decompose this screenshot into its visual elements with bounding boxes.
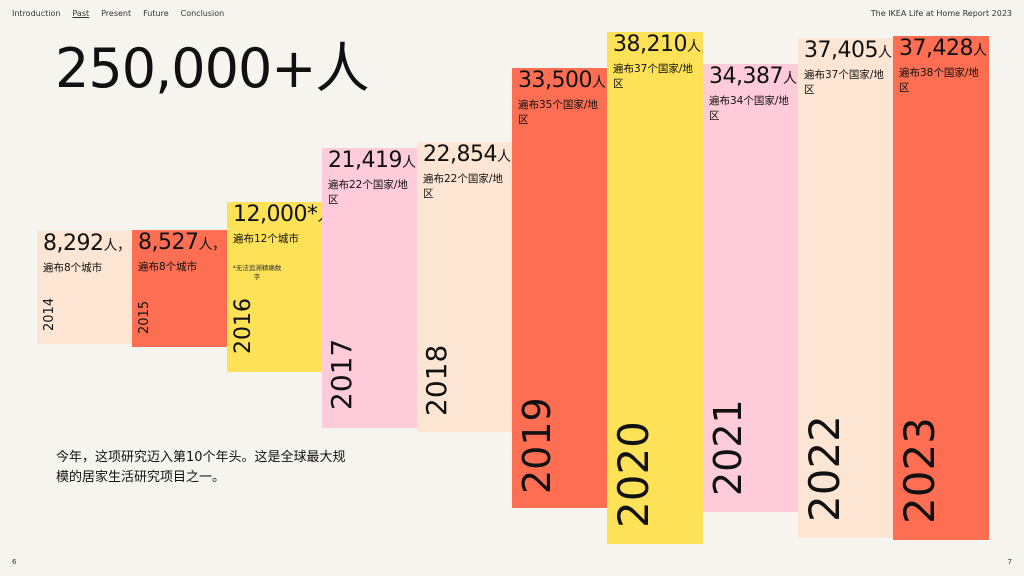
footnote: *无法追溯精确数字	[232, 264, 282, 281]
coverage-description: 遍布8个城市	[43, 262, 103, 274]
nav-conclusion[interactable]: Conclusion	[180, 9, 225, 18]
participant-count: 37,405人，	[804, 40, 893, 62]
count-number: 33,500	[518, 68, 592, 93]
coverage-description: 遍布34个国家/地区	[709, 95, 789, 122]
count-unit: 人，	[591, 75, 607, 91]
caption: 今年，这项研究迈入第10个年头。这是全球最大规模的居家生活研究项目之一。	[56, 450, 346, 485]
year-column-2022: 37,405人， 遍布37个国家/地区 2022	[798, 38, 893, 538]
year-label: 2022	[800, 415, 849, 522]
year-label: 2017	[325, 338, 358, 410]
count-unit: 人，	[317, 209, 322, 225]
participant-count: 21,419人，	[328, 150, 417, 172]
count-unit: 人，	[686, 39, 703, 55]
year-column-2015: 8,527人， 遍布8个城市 2015	[132, 230, 227, 347]
participant-count: 8,527人，	[138, 230, 226, 255]
year-label: 2020	[609, 421, 658, 528]
count-unit: 人，	[401, 155, 417, 171]
year-label: 2021	[706, 399, 750, 496]
nav-future[interactable]: Future	[143, 9, 169, 18]
participant-count: 8,292人，	[43, 231, 131, 256]
report-title: The IKEA Life at Home Report 2023	[870, 9, 1012, 18]
year-column-2016: 12,000*人， 遍布12个城市 *无法追溯精确数字 2016	[227, 202, 322, 372]
year-label: 2014	[42, 297, 57, 331]
count-number: 22,854	[423, 142, 497, 167]
year-label: 2023	[895, 417, 944, 524]
year-column-2017: 21,419人， 遍布22个国家/地区 2017	[322, 148, 417, 428]
page-number-right: 7	[1007, 558, 1012, 566]
coverage-description: 遍布38个国家/地区	[899, 67, 979, 94]
year-label: 2015	[137, 300, 152, 334]
coverage-description: 遍布12个城市	[233, 233, 299, 245]
participant-count: 38,210人，	[613, 34, 703, 56]
year-column-2014: 8,292人， 遍布8个城市 2014	[37, 231, 131, 344]
count-number: 8,292	[43, 231, 104, 256]
participant-count: 12,000*人，	[233, 204, 322, 226]
coverage-description: 遍布22个国家/地区	[328, 179, 408, 206]
year-column-2021: 34,387人， 遍布34个国家/地区 2021	[703, 64, 798, 512]
count-unit: 人，	[877, 45, 893, 61]
year-column-2023: 37,428人， 遍布38个国家/地区 2023	[893, 36, 989, 540]
count-unit: 人，	[496, 149, 512, 165]
count-number: 21,419	[328, 148, 402, 173]
year-column-2020: 38,210人， 遍布37个国家/地区 2020	[607, 32, 703, 544]
count-number: 12,000*	[233, 202, 318, 227]
nav-past[interactable]: Past	[72, 9, 90, 18]
year-column-2019: 33,500人， 遍布35个国家/地区 2019	[512, 68, 607, 508]
page-number-left: 6	[12, 558, 17, 566]
headline: 250,000+人	[55, 37, 370, 100]
coverage-description: 遍布37个国家/地区	[804, 69, 884, 96]
participant-count: 22,854人，	[423, 144, 512, 166]
coverage-description: 遍布22个国家/地区	[423, 173, 503, 200]
count-unit: 人，	[782, 71, 798, 87]
participant-count: 34,387人，	[709, 66, 798, 88]
year-label: 2018	[420, 344, 453, 416]
year-column-2018: 22,854人， 遍布22个国家/地区 2018	[417, 142, 512, 432]
count-unit: 人，	[103, 238, 131, 254]
year-label: 2019	[515, 397, 559, 494]
count-number: 38,210	[613, 32, 687, 57]
participant-count: 37,428人，	[899, 38, 989, 60]
top-navigation: Introduction Past Present Future Conclus…	[12, 9, 224, 18]
coverage-description: 遍布35个国家/地区	[518, 99, 598, 126]
nav-introduction[interactable]: Introduction	[12, 9, 61, 18]
count-number: 37,428	[899, 36, 973, 61]
count-number: 8,527	[138, 230, 199, 255]
count-unit: 人，	[972, 43, 989, 59]
year-label: 2016	[231, 298, 256, 354]
coverage-description: 遍布8个城市	[138, 261, 198, 273]
coverage-description: 遍布37个国家/地区	[613, 63, 693, 90]
count-number: 34,387	[709, 64, 783, 89]
count-unit: 人，	[198, 237, 226, 253]
count-number: 37,405	[804, 38, 878, 63]
participant-count: 33,500人，	[518, 70, 607, 92]
nav-present[interactable]: Present	[101, 9, 132, 18]
